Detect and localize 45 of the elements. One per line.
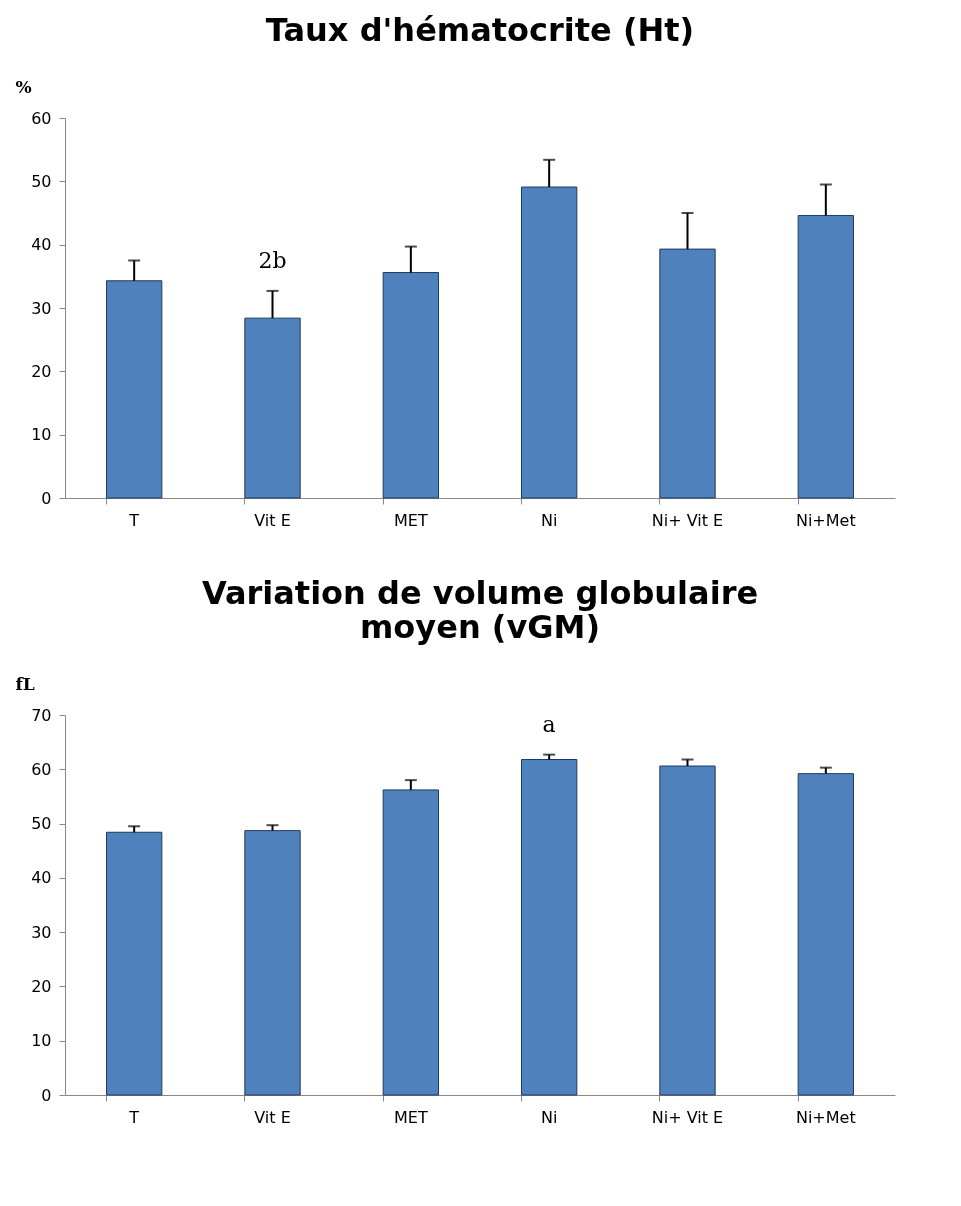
y-axis-title: fL (15, 673, 35, 694)
y-tick-label: 50 (31, 814, 52, 834)
x-tick-label: Ni+ Vit E (651, 1107, 724, 1127)
y-tick-label: 10 (31, 425, 52, 445)
y-tick-label: 30 (31, 922, 52, 942)
x-tick-label: MET (393, 1107, 428, 1127)
bar (244, 317, 301, 499)
x-tick-label: Vit E (254, 1107, 291, 1127)
x-tick-label: Ni+ Vit E (651, 510, 724, 530)
bar (797, 215, 854, 499)
x-tick-label: Vit E (254, 510, 291, 530)
chart-title: Taux d'hématocrite (Ht) (265, 11, 695, 49)
y-axis-title: % (15, 76, 32, 97)
bar (244, 830, 301, 1096)
bar (521, 186, 578, 499)
bar (797, 773, 854, 1096)
y-tick-label: 40 (31, 235, 52, 255)
bar (106, 280, 163, 499)
annotation: 2b (258, 247, 287, 273)
annotation: a (542, 711, 556, 737)
y-tick-label: 20 (31, 361, 52, 381)
y-tick-label: 40 (31, 868, 52, 888)
y-tick-label: 50 (31, 171, 52, 191)
bar (659, 248, 716, 499)
bar (106, 831, 163, 1096)
x-tick-label: T (128, 510, 140, 530)
x-tick-label: Ni+Met (795, 510, 856, 530)
bar (382, 789, 439, 1096)
x-tick-label: Ni+Met (795, 1107, 856, 1127)
bar (521, 759, 578, 1096)
y-tick-label: 10 (31, 1031, 52, 1051)
x-tick-label: Ni (540, 1107, 558, 1127)
bar (382, 272, 439, 499)
bar (659, 765, 716, 1096)
y-tick-label: 60 (31, 759, 52, 779)
x-tick-label: MET (393, 510, 428, 530)
y-tick-label: 20 (31, 976, 52, 996)
x-tick-label: Ni (540, 510, 558, 530)
y-tick-label: 60 (31, 108, 52, 128)
chart-title: Variation de volume globulaire moyen (vGM) (201, 574, 759, 646)
y-tick-label: 70 (31, 705, 52, 725)
y-tick-label: 30 (31, 298, 52, 318)
y-tick-label: 0 (41, 488, 52, 508)
y-tick-label: 0 (41, 1085, 52, 1105)
x-tick-label: T (128, 1107, 140, 1127)
